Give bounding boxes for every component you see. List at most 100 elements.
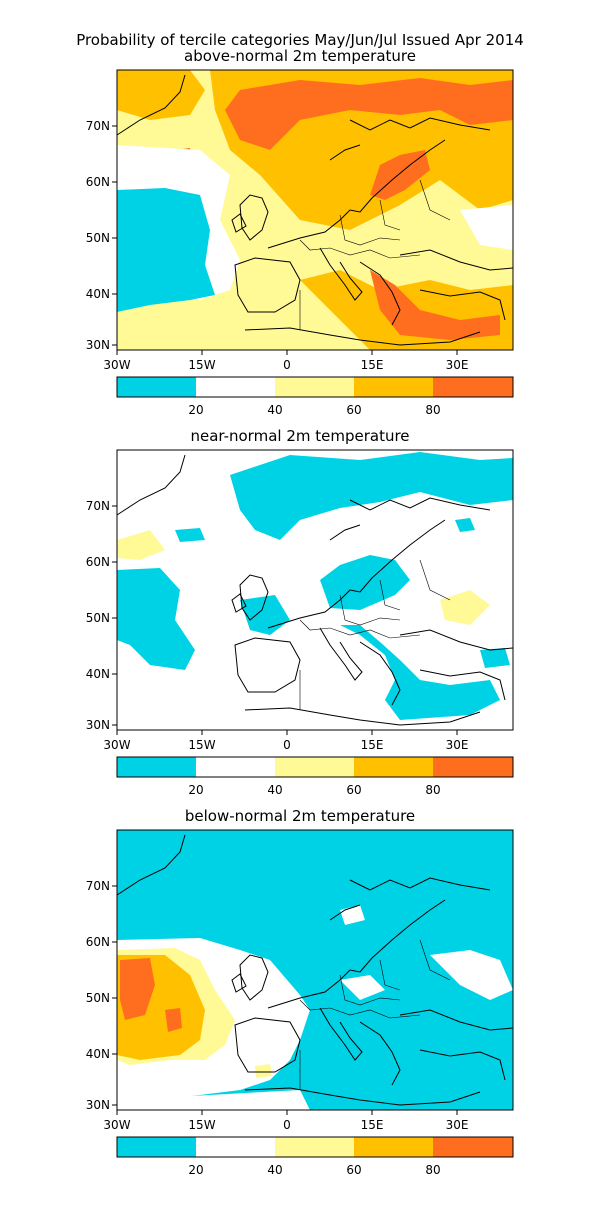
contour-fill-80-100 xyxy=(120,958,155,1020)
map-border xyxy=(116,69,514,351)
lat-tick-label: 30N xyxy=(86,338,110,352)
legend-swatch xyxy=(196,377,275,397)
lat-axis-below: 70N 60N 50N 40N 30N xyxy=(86,879,117,1112)
legend-tick-label: 40 xyxy=(267,1163,282,1177)
panel-title-below: below-normal 2m temperature xyxy=(184,807,416,825)
map-border xyxy=(116,449,514,731)
legend-swatch xyxy=(196,1137,275,1157)
lat-tick-label: 60N xyxy=(86,175,110,189)
contour-fill-0-20 xyxy=(175,528,205,542)
legend-tick-label: 40 xyxy=(267,783,282,797)
legend-tick-label: 40 xyxy=(267,403,282,417)
map-panel-below: 70N 60N 50N 40N 30N 30W 15W 0 15E 30E 20… xyxy=(86,829,514,1177)
lon-tick-label: 30W xyxy=(103,1118,130,1132)
contour-fill-0-20 xyxy=(117,188,215,312)
contour-fill-40-60 xyxy=(440,590,490,625)
contour-fill-0-20 xyxy=(340,625,500,720)
legend-swatch xyxy=(354,757,433,777)
legend-swatch xyxy=(117,377,196,397)
contour-fill-20-40 xyxy=(460,205,513,250)
lon-tick-label: 30W xyxy=(103,738,130,752)
map-panel-near: 70N 60N 50N 40N 30N 30W 15W 0 15E 30E 20… xyxy=(86,449,514,797)
lat-axis-above: 70N 60N 50N 40N 30N xyxy=(86,119,117,352)
lat-tick-label: 60N xyxy=(86,555,110,569)
legend-tick-label: 20 xyxy=(188,1163,203,1177)
contour-fill-0-20 xyxy=(455,518,475,532)
lon-axis-below: 30W 15W 0 15E 30E xyxy=(103,1110,468,1132)
map-panel-above: 70N 60N 50N 40N 30N 30W 15W 0 15E 30E 20… xyxy=(86,69,514,417)
legend-tick-label: 80 xyxy=(425,1163,440,1177)
contour-fill-20-40 xyxy=(340,975,385,1000)
legend-tick-label: 80 xyxy=(425,783,440,797)
figure-title: Probability of tercile categories May/Ju… xyxy=(76,31,524,49)
lat-tick-label: 70N xyxy=(86,119,110,133)
legend-swatch xyxy=(275,757,354,777)
legend-tick-label: 20 xyxy=(188,783,203,797)
lon-tick-label: 15E xyxy=(361,738,384,752)
legend-swatch xyxy=(433,757,513,777)
map-frame-above xyxy=(116,69,514,351)
legend-bar-above: 20 40 60 80 xyxy=(116,376,514,417)
legend-swatch xyxy=(196,757,275,777)
lat-tick-label: 50N xyxy=(86,611,110,625)
lat-axis-near: 70N 60N 50N 40N 30N xyxy=(86,499,117,732)
legend-swatch xyxy=(117,1137,196,1157)
legend-tick-label: 60 xyxy=(346,403,361,417)
lat-tick-label: 40N xyxy=(86,667,110,681)
lat-tick-label: 40N xyxy=(86,1047,110,1061)
contour-fill-80-100 xyxy=(370,150,430,200)
lat-tick-label: 70N xyxy=(86,499,110,513)
borders xyxy=(299,939,451,1090)
legend-swatch xyxy=(433,1137,513,1157)
coastlines xyxy=(116,74,514,346)
legend-bar-below: 20 40 60 80 xyxy=(116,1136,514,1177)
map-border xyxy=(116,829,514,1111)
contour-fill-0-20 xyxy=(320,555,410,610)
map-frame-below xyxy=(116,829,514,1111)
contour-fill-40-60 xyxy=(117,530,165,560)
lon-tick-label: 15W xyxy=(188,358,215,372)
legend-tick-label: 80 xyxy=(425,403,440,417)
lat-tick-label: 50N xyxy=(86,231,110,245)
borders xyxy=(299,559,451,710)
contour-fill-80-100 xyxy=(165,1008,182,1032)
map-frame-near xyxy=(116,449,514,731)
borders xyxy=(299,179,451,330)
legend-swatch xyxy=(117,757,196,777)
coastlines xyxy=(116,454,514,726)
legend-swatch xyxy=(275,377,354,397)
lon-tick-label: 0 xyxy=(283,358,291,372)
contour-fill-80-100 xyxy=(225,78,513,150)
lat-tick-label: 50N xyxy=(86,991,110,1005)
legend-swatch xyxy=(275,1137,354,1157)
lon-tick-label: 30E xyxy=(446,738,469,752)
contour-fill-0-20 xyxy=(117,568,195,670)
lon-tick-label: 30W xyxy=(103,358,130,372)
legend-swatch xyxy=(354,377,433,397)
legend-tick-label: 60 xyxy=(346,1163,361,1177)
lon-tick-label: 15W xyxy=(188,738,215,752)
lat-tick-label: 30N xyxy=(86,718,110,732)
lon-tick-label: 30E xyxy=(446,1118,469,1132)
lon-axis-near: 30W 15W 0 15E 30E xyxy=(103,730,468,752)
legend-swatch xyxy=(433,377,513,397)
legend-swatch xyxy=(354,1137,433,1157)
lat-tick-label: 70N xyxy=(86,879,110,893)
contour-fill-20-40 xyxy=(430,950,513,1000)
contour-fill-40-60 xyxy=(255,1064,272,1078)
lat-tick-label: 40N xyxy=(86,287,110,301)
panel-title-above: above-normal 2m temperature xyxy=(184,47,416,65)
lat-tick-label: 60N xyxy=(86,935,110,949)
lon-axis-above: 30W 15W 0 15E 30E xyxy=(103,350,468,372)
lat-tick-label: 30N xyxy=(86,1098,110,1112)
lon-tick-label: 15E xyxy=(361,358,384,372)
lon-tick-label: 15E xyxy=(361,1118,384,1132)
legend-tick-label: 60 xyxy=(346,783,361,797)
coastlines xyxy=(116,834,514,1106)
lon-tick-label: 0 xyxy=(283,1118,291,1132)
panel-title-near: near-normal 2m temperature xyxy=(190,427,410,445)
contour-fill-0-20 xyxy=(480,648,510,668)
legend-bar-near: 20 40 60 80 xyxy=(116,756,514,797)
contour-fill-0-20 xyxy=(230,452,513,540)
legend-tick-label: 20 xyxy=(188,403,203,417)
